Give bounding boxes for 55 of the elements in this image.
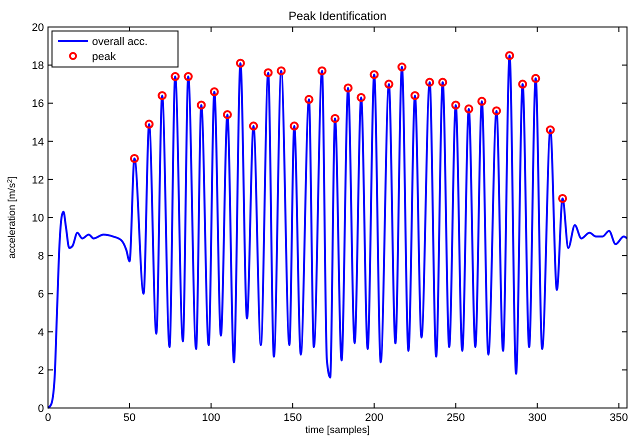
point <box>264 68 273 78</box>
y-tick-label: 2 <box>38 364 44 377</box>
point <box>492 106 502 116</box>
point <box>304 94 314 104</box>
point <box>290 122 299 131</box>
point <box>464 104 474 114</box>
x-axis-title: time [samples] <box>305 425 370 436</box>
point <box>158 91 167 100</box>
point <box>558 194 568 203</box>
point <box>196 100 206 110</box>
point <box>344 83 353 92</box>
point <box>518 80 528 89</box>
y-tick-label: 8 <box>38 250 44 263</box>
y-tick-label: 10 <box>32 212 44 224</box>
point <box>505 51 514 60</box>
x-tick-label: 250 <box>446 412 465 424</box>
y-tick-label: 0 <box>38 403 44 415</box>
y-tick-label: 4 <box>38 326 44 339</box>
point <box>130 154 139 163</box>
y-tick-label: 12 <box>32 174 44 186</box>
x-tick-label: 300 <box>528 412 546 424</box>
point <box>236 58 245 68</box>
chart-title: Peak Identification <box>288 9 387 23</box>
y-tick-label: 16 <box>32 98 44 110</box>
point <box>477 96 486 106</box>
x-tick-label: 50 <box>123 412 136 424</box>
legend-label: overall acc. <box>92 36 148 48</box>
point <box>210 87 219 96</box>
y-tick-label: 20 <box>32 22 44 34</box>
x-tick-label: 200 <box>365 412 384 424</box>
point <box>384 80 394 89</box>
x-tick-label: 100 <box>202 412 220 424</box>
point <box>410 91 420 100</box>
x-tick-label: 150 <box>283 412 302 424</box>
point <box>546 125 555 134</box>
legend-label: peak <box>92 51 116 63</box>
point <box>356 92 366 102</box>
point <box>370 70 379 80</box>
y-tick-label: 18 <box>32 60 44 72</box>
x-tick-label: 350 <box>610 412 628 424</box>
point <box>438 78 448 87</box>
point <box>451 100 460 110</box>
point <box>425 78 434 87</box>
y-tick-label: 6 <box>38 288 44 301</box>
point <box>397 62 406 72</box>
y-tick-label: 14 <box>32 136 44 148</box>
point <box>318 66 327 76</box>
point <box>184 72 193 82</box>
point <box>144 120 154 129</box>
point <box>222 110 232 120</box>
point <box>330 114 340 123</box>
point <box>531 74 540 83</box>
point <box>276 66 286 76</box>
point <box>170 72 180 82</box>
point <box>249 122 258 131</box>
